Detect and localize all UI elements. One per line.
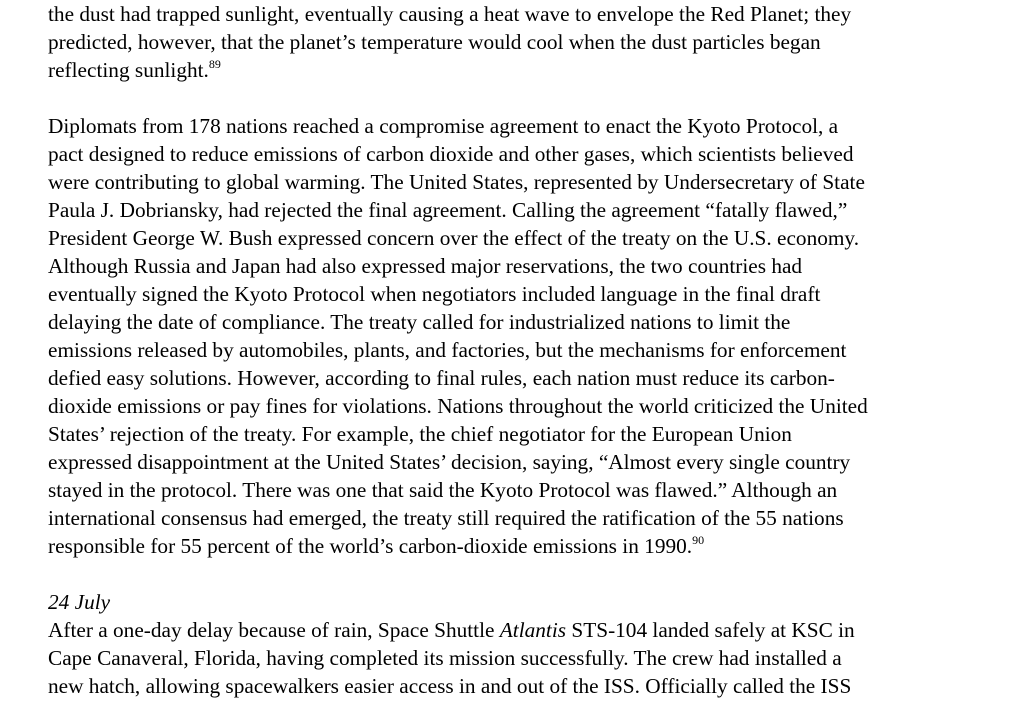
- entry-24-july: 24 July After a one-day delay because of…: [48, 588, 1018, 700]
- text-line: States’ rejection of the treaty. For exa…: [48, 420, 1018, 448]
- text-span: President George W. Bush expressed conce…: [48, 226, 860, 250]
- paragraph-kyoto-protocol: Diplomats from 178 nations reached a com…: [48, 112, 1018, 560]
- text-span: After a one-day delay because of rain, S…: [48, 618, 500, 642]
- text-span: pact designed to reduce emissions of car…: [48, 142, 854, 166]
- text-line: responsible for 55 percent of the world’…: [48, 532, 1018, 560]
- text-span: international consensus had emerged, the…: [48, 506, 844, 530]
- footnote-ref-90[interactable]: 90: [692, 533, 705, 547]
- text-span: the dust had trapped sunlight, eventuall…: [48, 2, 852, 26]
- text-span: Although Russia and Japan had also expre…: [48, 254, 803, 278]
- text-line: international consensus had emerged, the…: [48, 504, 1018, 532]
- text-span: eventually signed the Kyoto Protocol whe…: [48, 282, 821, 306]
- text-line: Diplomats from 178 nations reached a com…: [48, 112, 1018, 140]
- shuttle-name: Atlantis: [499, 618, 567, 642]
- text-line: expressed disappointment at the United S…: [48, 448, 1018, 476]
- paragraph-mars-dust: the dust had trapped sunlight, eventuall…: [48, 0, 1018, 84]
- text-span: emissions released by automobiles, plant…: [48, 338, 847, 362]
- text-line: defied easy solutions. However, accordin…: [48, 364, 1018, 392]
- text-span: responsible for 55 percent of the world’…: [48, 534, 693, 558]
- footnote-ref-89[interactable]: 89: [208, 57, 221, 71]
- text-line: pact designed to reduce emissions of car…: [48, 140, 1018, 168]
- text-span: expressed disappointment at the United S…: [48, 450, 851, 474]
- text-line: the dust had trapped sunlight, eventuall…: [48, 0, 1018, 28]
- paragraph-gap: [48, 84, 1018, 112]
- text-span: delaying the date of compliance. The tre…: [48, 310, 791, 334]
- paragraph-gap: [48, 560, 1018, 588]
- text-line: emissions released by automobiles, plant…: [48, 336, 1018, 364]
- text-line: stayed in the protocol. There was one th…: [48, 476, 1018, 504]
- text-span: were contributing to global warming. The…: [48, 170, 865, 194]
- text-span: predicted, however, that the planet’s te…: [48, 30, 821, 54]
- text-span: Paula J. Dobriansky, had rejected the fi…: [48, 198, 848, 222]
- text-line: Cape Canaveral, Florida, having complete…: [48, 644, 1018, 672]
- text-line: were contributing to global warming. The…: [48, 168, 1018, 196]
- text-span: reflecting sunlight.: [48, 58, 209, 82]
- text-span: STS-104 landed safely at KSC in: [566, 618, 855, 642]
- text-line: President George W. Bush expressed conce…: [48, 224, 1018, 252]
- text-span: new hatch, allowing spacewalkers easier …: [48, 674, 852, 698]
- document-page: the dust had trapped sunlight, eventuall…: [48, 0, 1018, 700]
- text-line: Paula J. Dobriansky, had rejected the fi…: [48, 196, 1018, 224]
- text-line: reflecting sunlight.89: [48, 56, 1018, 84]
- text-line: Although Russia and Japan had also expre…: [48, 252, 1018, 280]
- text-span: Cape Canaveral, Florida, having complete…: [48, 646, 842, 670]
- text-line: eventually signed the Kyoto Protocol whe…: [48, 280, 1018, 308]
- text-span: dioxide emissions or pay fines for viola…: [48, 394, 868, 418]
- date-heading: 24 July: [48, 590, 111, 614]
- entry-date: 24 July: [48, 588, 1018, 616]
- text-line: After a one-day delay because of rain, S…: [48, 616, 1018, 644]
- text-line: dioxide emissions or pay fines for viola…: [48, 392, 1018, 420]
- text-span: Diplomats from 178 nations reached a com…: [48, 114, 839, 138]
- text-span: States’ rejection of the treaty. For exa…: [48, 422, 792, 446]
- text-line: delaying the date of compliance. The tre…: [48, 308, 1018, 336]
- text-span: stayed in the protocol. There was one th…: [48, 478, 838, 502]
- text-span: defied easy solutions. However, accordin…: [48, 366, 835, 390]
- text-line: new hatch, allowing spacewalkers easier …: [48, 672, 1018, 700]
- text-line: predicted, however, that the planet’s te…: [48, 28, 1018, 56]
